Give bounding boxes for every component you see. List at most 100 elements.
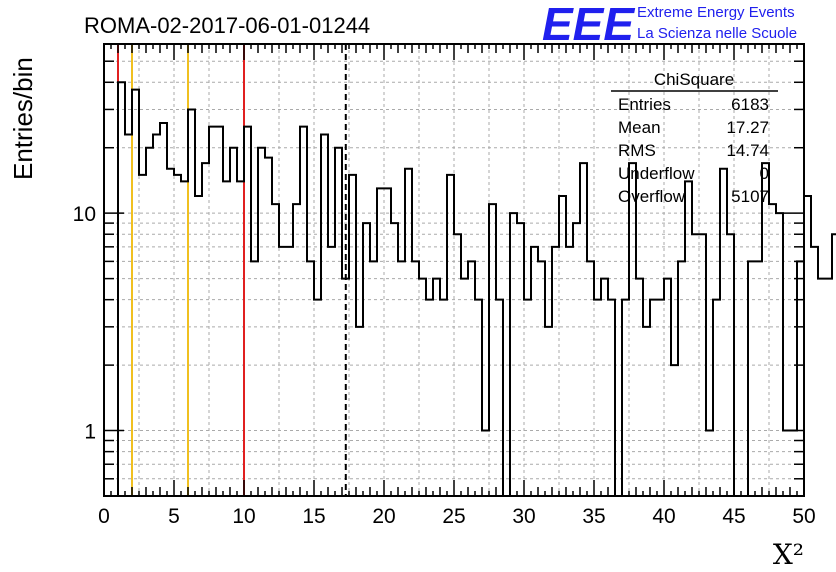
histogram-bin bbox=[692, 234, 699, 496]
stats-value-underflow: 0 bbox=[760, 164, 769, 183]
histogram-bin bbox=[545, 327, 552, 496]
histogram-bin bbox=[594, 300, 601, 496]
stats-value-mean: 17.27 bbox=[726, 118, 769, 137]
histogram-bin bbox=[510, 213, 517, 496]
stats-label-mean: Mean bbox=[618, 118, 661, 137]
stats-name: ChiSquare bbox=[654, 70, 734, 89]
y-tick-label: 1 bbox=[84, 421, 96, 444]
histogram-bin bbox=[538, 261, 545, 496]
histogram-bin bbox=[223, 181, 230, 496]
histogram-bin bbox=[272, 204, 279, 496]
histogram-bin bbox=[468, 261, 475, 496]
histogram-bin bbox=[426, 300, 433, 496]
histogram-bin bbox=[713, 300, 720, 496]
histogram-bin bbox=[776, 213, 783, 496]
histogram-bin bbox=[139, 175, 146, 496]
histogram-bin bbox=[279, 247, 286, 496]
histogram-bin bbox=[699, 234, 706, 496]
histogram-bin bbox=[524, 300, 531, 496]
x-tick-label: 0 bbox=[98, 505, 110, 528]
histogram-bin bbox=[146, 148, 153, 496]
logo-line-1: Extreme Energy Events bbox=[637, 4, 795, 21]
histogram-bin bbox=[405, 169, 412, 496]
x-tick-label: 25 bbox=[442, 505, 465, 528]
histogram-bin bbox=[580, 163, 587, 496]
histogram-bin bbox=[118, 82, 125, 496]
x-tick-label: 5 bbox=[168, 505, 180, 528]
histogram-bin bbox=[720, 169, 727, 496]
histogram-bin bbox=[727, 234, 734, 496]
stats-value-rms: 14.74 bbox=[726, 141, 769, 160]
histogram-bin bbox=[216, 127, 223, 496]
histogram-bin bbox=[447, 175, 454, 496]
histogram-bin bbox=[349, 175, 356, 496]
histogram-bin bbox=[251, 261, 258, 496]
histogram-bin bbox=[559, 196, 566, 496]
histogram-bin bbox=[601, 279, 608, 496]
histogram-bin bbox=[706, 431, 713, 496]
histogram-bin bbox=[573, 223, 580, 496]
histogram-bin bbox=[384, 188, 391, 496]
y-axis-ticks: 1 10 bbox=[73, 60, 804, 480]
histogram-bin bbox=[797, 261, 804, 496]
histogram-bin bbox=[167, 169, 174, 496]
histogram-bin bbox=[629, 163, 636, 496]
histogram-bin bbox=[664, 279, 671, 496]
histogram-bin bbox=[188, 109, 195, 496]
histogram-bin bbox=[258, 148, 265, 496]
histogram-bin bbox=[356, 327, 363, 496]
histogram-bin bbox=[293, 204, 300, 496]
histogram-bin bbox=[531, 247, 538, 496]
chart-title: ROMA-02-2017-06-01-01244 bbox=[84, 13, 370, 38]
histogram-bin bbox=[517, 223, 524, 496]
histogram-bin bbox=[461, 279, 468, 496]
histogram-bin bbox=[454, 234, 461, 496]
x-tick-label: 20 bbox=[372, 505, 395, 528]
histogram-bin bbox=[202, 163, 209, 496]
histogram-bin bbox=[622, 300, 629, 496]
eee-logo: EEE Extreme Energy Events La Scienza nel… bbox=[542, 0, 797, 50]
y-axis-title: Entries/bin bbox=[8, 57, 38, 180]
histogram-bin bbox=[685, 181, 692, 496]
logo-line-2: La Scienza nelle Scuole bbox=[637, 25, 797, 42]
histogram-bin bbox=[300, 127, 307, 496]
histogram-bin bbox=[335, 148, 342, 496]
x-tick-label: 45 bbox=[722, 505, 745, 528]
stats-label-rms: RMS bbox=[618, 141, 656, 160]
x-axis-ticks: 0 5 10 15 20 25 30 35 40 45 50 bbox=[98, 44, 816, 528]
x-tick-label: 30 bbox=[512, 505, 535, 528]
histogram-bin bbox=[587, 261, 594, 496]
histogram-bin bbox=[671, 365, 678, 496]
histogram-bin bbox=[209, 127, 216, 496]
histogram-bin bbox=[342, 279, 349, 496]
stats-label-overflow: Overflow bbox=[618, 187, 686, 206]
x-tick-label: 10 bbox=[232, 505, 255, 528]
x-tick-label: 40 bbox=[652, 505, 675, 528]
x-tick-label: 50 bbox=[792, 505, 815, 528]
histogram-bin bbox=[153, 135, 160, 496]
histogram-bin bbox=[391, 223, 398, 496]
histogram-bin bbox=[230, 148, 237, 496]
histogram-bin bbox=[678, 261, 685, 496]
histogram-bin bbox=[818, 279, 825, 496]
histogram-bin bbox=[496, 300, 503, 496]
histogram-bin bbox=[482, 431, 489, 496]
stats-box: ChiSquare Entries 6183 Mean 17.27 RMS 14… bbox=[611, 70, 778, 206]
histogram-bin bbox=[783, 431, 790, 496]
stats-label-underflow: Underflow bbox=[618, 164, 695, 183]
histogram-bin bbox=[657, 300, 664, 496]
x-axis-title: X² bbox=[773, 538, 804, 571]
stats-label-entries: Entries bbox=[618, 95, 671, 114]
histogram-bin bbox=[181, 181, 188, 496]
histogram-bin bbox=[811, 247, 818, 496]
histogram-bin bbox=[412, 261, 419, 496]
histogram-bin bbox=[769, 204, 776, 496]
histogram-bin bbox=[363, 223, 370, 496]
histogram-bin bbox=[314, 300, 321, 496]
histogram-bin bbox=[377, 188, 384, 496]
y-tick-label: 10 bbox=[73, 203, 96, 226]
histogram-bin bbox=[755, 261, 762, 496]
stats-value-entries: 6183 bbox=[731, 95, 769, 114]
histogram-bin bbox=[370, 261, 377, 496]
